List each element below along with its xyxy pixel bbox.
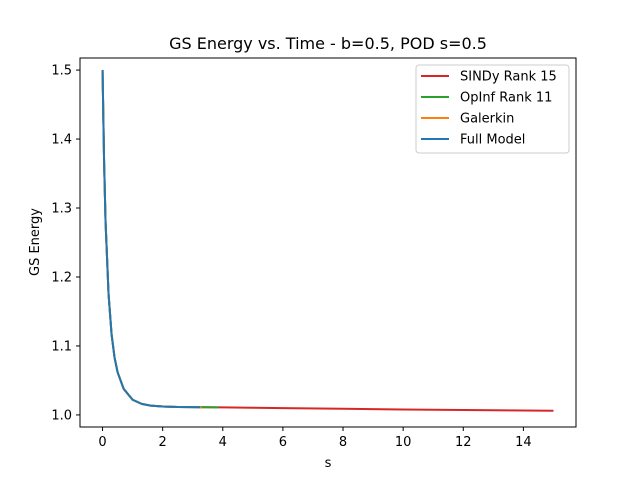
y-tick-label: 1.2 — [51, 270, 72, 285]
y-axis: 1.0 1.1 1.2 1.3 1.4 1.5 — [51, 64, 80, 423]
x-tick-label: 14 — [515, 435, 532, 450]
axes-frame — [79, 57, 577, 428]
x-tick-label: 2 — [159, 435, 167, 450]
legend-label-2: Galerkin — [460, 112, 514, 127]
x-axis: 0 2 4 6 8 10 12 14 — [98, 427, 532, 450]
legend-box — [415, 64, 570, 154]
y-tick-label: 1.4 — [51, 133, 72, 148]
x-tick-label: 6 — [279, 435, 287, 450]
x-tick-label: 12 — [455, 435, 472, 450]
plot-area — [101, 70, 554, 412]
series-line-3 — [101, 70, 201, 409]
x-axis-title: s — [325, 456, 332, 471]
legend-label-3: Full Model — [460, 133, 525, 148]
legend-label-0: SINDy Rank 15 — [460, 70, 557, 85]
y-tick-label: 1.3 — [51, 202, 72, 217]
y-tick-label: 1.0 — [51, 408, 72, 423]
x-tick-label: 8 — [339, 435, 347, 450]
legend: SINDy Rank 15 OpInf Rank 11 Galerkin Full M… — [415, 64, 570, 154]
x-tick-label: 0 — [98, 435, 106, 450]
x-tick-label: 4 — [219, 435, 227, 450]
legend-label-1: OpInf Rank 11 — [460, 91, 552, 106]
y-axis-title: GS Energy — [28, 208, 43, 276]
x-tick-label: 10 — [395, 435, 412, 450]
y-tick-label: 1.1 — [51, 339, 72, 354]
chart-title: GS Energy vs. Time - b=0.5, POD s=0.5 — [169, 34, 487, 53]
y-tick-label: 1.5 — [51, 64, 72, 79]
